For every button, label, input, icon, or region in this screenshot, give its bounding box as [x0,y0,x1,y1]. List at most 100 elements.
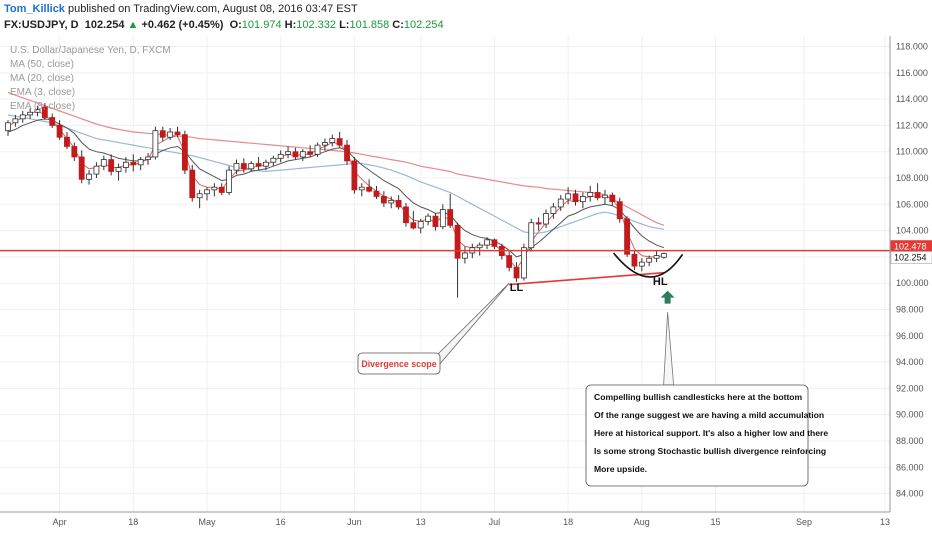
y-tick-label: 90.000 [896,410,924,420]
candle [5,120,11,136]
symbol-label[interactable]: FX:USDJPY, D [4,19,79,31]
candle [263,159,269,171]
candle-body [351,160,358,191]
candle-body [624,218,630,255]
candle-body [277,153,284,159]
candle-body [594,192,601,199]
price-label-text: 102.478 [894,242,927,252]
candle-body [130,161,137,166]
candle-body [12,118,19,124]
candle [329,134,336,147]
price-chart[interactable]: LL HL Divergence scope Compelling bullish c… [0,36,932,550]
candle [248,160,255,172]
candle [218,183,225,196]
candle-body [638,261,645,267]
candle-body [336,138,343,146]
candle [631,250,638,271]
chart-grid [0,36,890,512]
candle-body [491,239,498,247]
candle-body [535,222,542,225]
candle-body [454,224,461,259]
ll-label: LL [510,282,524,294]
candle [609,192,616,206]
candle-body [5,122,11,132]
chart-header: Tom_Killick published on TradingView.com… [0,0,932,34]
candle [550,202,557,219]
candle-body [476,244,483,249]
candle [240,158,247,173]
candle-body [447,209,454,226]
candle-body [550,206,557,214]
y-tick-label: 92.000 [896,383,924,393]
candle-body [93,165,100,175]
candle [565,187,572,205]
candle [616,197,623,223]
candle [115,163,122,181]
candle [255,156,262,171]
legend-ma20[interactable]: MA (20, close) [10,73,74,84]
y-tick-label: 104.000 [896,226,929,236]
x-tick-label: 15 [711,517,721,527]
candle [34,105,41,117]
drawings: LL HL Divergence scope Compelling bullish c… [0,249,890,487]
candle [285,146,291,159]
candle [93,162,100,179]
candle-body [587,192,594,197]
candles [5,103,667,298]
candle-body [19,114,26,120]
x-tick-label: 13 [880,517,890,527]
legend-ema3[interactable]: EMA (3, close) [10,87,76,98]
x-tick-label: Apr [53,517,67,527]
x-tick-label: 18 [128,517,138,527]
candle [454,222,461,298]
candle [528,218,535,252]
candle-body [299,151,306,158]
candle [204,187,210,201]
y-tick-label: 114.000 [896,94,928,104]
candle-body [218,186,225,193]
candle-body [248,163,255,170]
candle [653,250,660,263]
candle [277,150,284,163]
candle-body [661,253,667,258]
candle [646,255,653,267]
legend-ema8[interactable]: EMA (8, close) [10,101,76,112]
candle [181,130,188,175]
candle [513,262,520,282]
candle-body [270,157,277,163]
note-line-1: Of the range suggest we are having a mil… [594,410,824,420]
candle-body [196,193,203,199]
change-value: +0.462 (+0.45%) [141,19,224,31]
author-link[interactable]: Tom_Killick [4,3,65,15]
candle-body [64,136,70,147]
candle-body [344,144,350,162]
candle [226,166,233,196]
candle-body [159,130,166,138]
candle [12,114,19,127]
candle-body [432,215,439,228]
close-value: 102.254 [403,19,444,31]
candle [410,210,417,230]
candle [108,154,115,176]
x-tick-label: May [198,517,216,527]
candle-body [41,106,48,118]
candle-body [403,206,409,224]
candle [336,131,343,148]
legend-ma50[interactable]: MA (50, close) [10,59,74,70]
candle-body [358,186,365,191]
y-tick-label: 106.000 [896,199,929,209]
divergence-callout-label: Divergence scope [361,359,436,369]
candle-body [34,109,41,113]
candle-body [366,186,373,192]
candle [130,154,137,172]
candle [174,126,181,138]
candle [602,189,608,205]
candle-body [572,193,579,203]
candle [395,195,402,210]
low-label: L: [339,19,350,31]
divergence-callout-box[interactable] [357,352,441,375]
y-tick-label: 86.000 [896,462,924,472]
candle [572,189,579,206]
candle-body [189,169,196,199]
analysis-note-box[interactable] [585,384,809,487]
